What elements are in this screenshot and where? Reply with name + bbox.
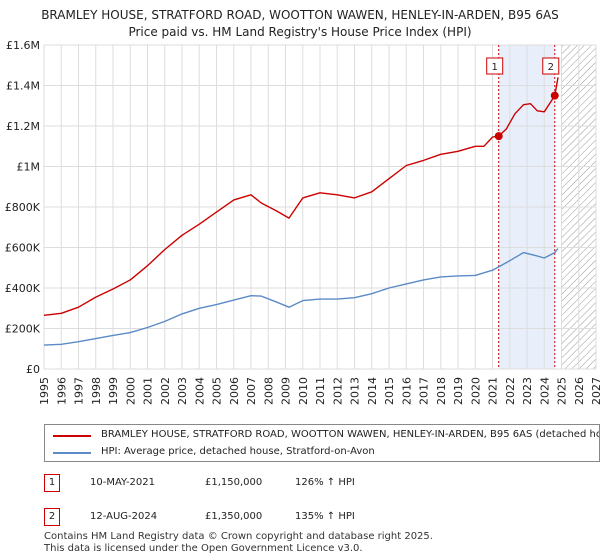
x-tick-label: 2017 bbox=[418, 377, 431, 405]
chart-subtitle: Price paid vs. HM Land Registry's House … bbox=[128, 25, 472, 39]
y-tick-label: £800K bbox=[5, 201, 41, 214]
sale-hpi-change: 135% ↑ HPI bbox=[295, 511, 355, 522]
x-tick-label: 2010 bbox=[297, 377, 310, 405]
hpi-line bbox=[43, 248, 559, 346]
x-tick-label: 2021 bbox=[487, 377, 500, 405]
legend-swatch-property bbox=[53, 435, 91, 437]
sale-date: 10-MAY-2021 bbox=[90, 477, 156, 488]
legend-label-hpi: HPI: Average price, detached house, Stra… bbox=[101, 446, 375, 457]
x-tick-label: 2026 bbox=[573, 377, 586, 405]
legend-swatch-hpi bbox=[53, 452, 91, 454]
x-tick-label: 2024 bbox=[538, 377, 551, 405]
legend-item-property: BRAMLEY HOUSE, STRATFORD ROAD, WOOTTON W… bbox=[45, 428, 600, 444]
y-tick-label: £1M bbox=[17, 161, 41, 174]
x-tick-label: 2023 bbox=[521, 377, 534, 405]
sale-date: 12-AUG-2024 bbox=[90, 511, 158, 522]
sale-hpi-change: 126% ↑ HPI bbox=[295, 477, 355, 488]
x-tick-label: 2011 bbox=[314, 377, 327, 405]
x-tick-label: 2016 bbox=[400, 377, 413, 405]
y-tick-label: £1.4M bbox=[6, 80, 40, 93]
x-tick-label: 2025 bbox=[556, 377, 569, 405]
chart-legend: BRAMLEY HOUSE, STRATFORD ROAD, WOOTTON W… bbox=[44, 424, 600, 462]
sale-row: 1 10-MAY-2021 £1,150,000 126% ↑ HPI bbox=[0, 474, 600, 494]
y-tick-label: £400K bbox=[5, 282, 41, 295]
x-tick-label: 2007 bbox=[245, 377, 258, 405]
x-tick-label: 1997 bbox=[73, 377, 86, 405]
property-price-line bbox=[43, 77, 559, 316]
sale-row: 2 12-AUG-2024 £1,350,000 135% ↑ HPI bbox=[0, 508, 600, 528]
x-tick-label: 2022 bbox=[504, 377, 517, 405]
x-tick-label: 1996 bbox=[55, 377, 68, 405]
x-tick-label: 2008 bbox=[262, 377, 275, 405]
x-tick-label: 2005 bbox=[211, 377, 224, 405]
x-tick-label: 1998 bbox=[90, 377, 103, 405]
sale-label-text: 1 bbox=[492, 62, 498, 73]
sale-price: £1,150,000 bbox=[205, 477, 263, 488]
x-tick-label: 2027 bbox=[590, 377, 600, 405]
x-tick-label: 2000 bbox=[124, 377, 137, 405]
x-tick-label: 2003 bbox=[176, 377, 189, 405]
legend-item-hpi: HPI: Average price, detached house, Stra… bbox=[45, 445, 599, 461]
footer-copyright: Contains HM Land Registry data © Crown c… bbox=[44, 531, 433, 542]
x-tick-label: 2015 bbox=[383, 377, 396, 405]
y-tick-label: £1.2M bbox=[6, 120, 40, 133]
sale-point bbox=[494, 132, 503, 141]
x-tick-label: 2002 bbox=[159, 377, 172, 405]
sale-label-box bbox=[486, 57, 504, 75]
x-tick-label: 2020 bbox=[469, 377, 482, 405]
x-tick-label: 2001 bbox=[142, 377, 155, 405]
sale-number-badge: 2 bbox=[44, 508, 60, 526]
sale-number-badge: 1 bbox=[44, 474, 60, 492]
x-tick-label: 2018 bbox=[435, 377, 448, 405]
x-tick-label: 2013 bbox=[349, 377, 362, 405]
sale-label-box bbox=[542, 57, 560, 75]
sale-label-text: 2 bbox=[548, 62, 554, 73]
y-tick-label: £600K bbox=[5, 242, 41, 255]
x-tick-label: 2014 bbox=[366, 377, 379, 405]
y-tick-label: £1.6M bbox=[6, 39, 40, 52]
legend-label-property: BRAMLEY HOUSE, STRATFORD ROAD, WOOTTON W… bbox=[101, 429, 600, 440]
x-tick-label: 2009 bbox=[280, 377, 293, 405]
x-tick-label: 2012 bbox=[331, 377, 344, 405]
price-chart: £0 £200K £400K £600K £800K £1M £1.2M £1.4M £1.6M… bbox=[5, 39, 600, 405]
x-tick-label: 2006 bbox=[228, 377, 241, 405]
sale-point bbox=[550, 91, 559, 100]
x-tick-label: 2004 bbox=[193, 377, 206, 405]
x-tick-label: 1999 bbox=[107, 377, 120, 405]
footer-licence: This data is licensed under the Open Gov… bbox=[44, 543, 363, 554]
y-tick-label: £200K bbox=[5, 323, 41, 336]
chart-title: BRAMLEY HOUSE, STRATFORD ROAD, WOOTTON W… bbox=[41, 8, 559, 22]
x-tick-label: 1995 bbox=[38, 377, 51, 405]
x-tick-label: 2019 bbox=[452, 377, 465, 405]
sale-price: £1,350,000 bbox=[205, 511, 263, 522]
y-tick-label: £0 bbox=[26, 363, 40, 376]
